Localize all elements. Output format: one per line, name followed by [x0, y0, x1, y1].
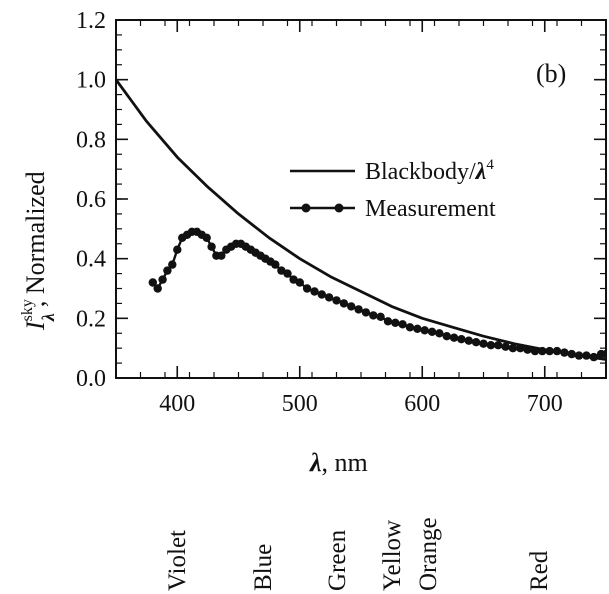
legend: Blackbody/λ4 Measurement: [290, 157, 496, 222]
color-band-yellow: Yellow: [378, 519, 406, 591]
measurement-point: [501, 342, 510, 351]
legend-label-blackbody: Blackbody/λ4: [365, 157, 494, 185]
measurement-point: [217, 251, 226, 260]
measurement-point: [376, 312, 385, 321]
measurement-point: [271, 260, 280, 269]
measurement-point: [361, 308, 371, 317]
y-tick-label: 1.0: [76, 68, 106, 94]
measurement-point: [324, 293, 334, 302]
measurement-point: [479, 339, 488, 348]
color-band-violet: Violet: [164, 530, 192, 591]
measurement-point: [339, 299, 349, 308]
panel-label: (b): [536, 59, 566, 88]
legend-label-measurement: Measurement: [365, 196, 496, 222]
measurement-point: [383, 317, 393, 326]
y-tick-label: 0.0: [76, 366, 106, 392]
measurement-line: [151, 230, 606, 359]
measurement-point: [413, 324, 422, 333]
measurement-point: [317, 290, 326, 299]
measurement-point: [163, 266, 172, 275]
measurement-point: [464, 336, 473, 345]
y-tick-label: 0.8: [76, 127, 106, 153]
measurement-point: [457, 335, 466, 344]
measurement-point: [601, 349, 606, 359]
series-0: [116, 78, 606, 361]
measurement-point: [538, 346, 547, 356]
measurement-point: [442, 332, 451, 341]
axis-ticks: 0.0 0.2 0.4 0.6 0.8 1.0 1.2 400 500 600 700: [76, 8, 607, 417]
measurement-point: [332, 296, 341, 305]
measurement-point: [494, 341, 503, 350]
x-axis-label: λ, nm: [309, 448, 368, 477]
y-axis-label: Isky λ, Normalized: [19, 171, 58, 331]
measurement-point: [574, 351, 584, 360]
x-tick-label: 600: [404, 391, 440, 417]
measurement-point: [567, 349, 576, 359]
measurement-point: [508, 344, 518, 353]
measurement-point: [523, 345, 532, 354]
series-1: [148, 227, 606, 362]
measurement-point: [427, 327, 437, 336]
measurement-point: [398, 320, 407, 329]
y-tick-label: 0.6: [76, 187, 106, 213]
measurement-point: [310, 287, 319, 296]
legend-marker-measurement: [334, 203, 344, 213]
measurement-point: [302, 284, 312, 293]
measurement-point: [471, 338, 481, 347]
measurement-point: [295, 278, 304, 287]
measurement-point: [173, 245, 182, 254]
measurement-point: [435, 329, 444, 338]
y-tick-label: 0.4: [76, 247, 106, 273]
measurement-point: [391, 318, 400, 327]
measurement-point: [283, 269, 292, 278]
measurement-point: [552, 346, 562, 356]
measurement-point: [545, 346, 554, 356]
measurement-point: [207, 242, 216, 251]
plot-frame: [115, 19, 607, 379]
x-tick-label: 700: [527, 391, 563, 417]
y-tick-label: 0.2: [76, 306, 106, 332]
y-tick-label: 1.2: [76, 8, 106, 34]
measurement-point: [516, 344, 525, 353]
measurement-point: [589, 352, 598, 362]
measurement-point: [202, 233, 211, 242]
legend-marker-measurement: [301, 203, 311, 213]
color-band-green: Green: [323, 529, 351, 591]
blackbody-line: [116, 78, 606, 361]
color-band-orange: Orange: [415, 517, 443, 591]
measurement-point: [405, 323, 415, 332]
color-band-red: Red: [525, 550, 553, 591]
measurement-point: [168, 260, 177, 269]
measurement-point: [347, 302, 356, 311]
measurement-point: [354, 305, 363, 314]
measurement-point: [449, 333, 459, 342]
measurement-point: [582, 351, 591, 360]
x-tick-label: 400: [159, 391, 195, 417]
measurement-point: [148, 278, 157, 287]
series-layer: [116, 78, 606, 362]
measurement-point: [420, 326, 429, 335]
measurement-point: [369, 311, 378, 320]
measurement-point: [530, 346, 540, 356]
measurement-point: [560, 348, 569, 357]
x-tick-label: 500: [282, 391, 318, 417]
measurement-point: [486, 341, 496, 350]
color-band-blue: Blue: [250, 543, 277, 591]
measurement-point: [153, 284, 162, 293]
measurement-point: [158, 275, 167, 284]
